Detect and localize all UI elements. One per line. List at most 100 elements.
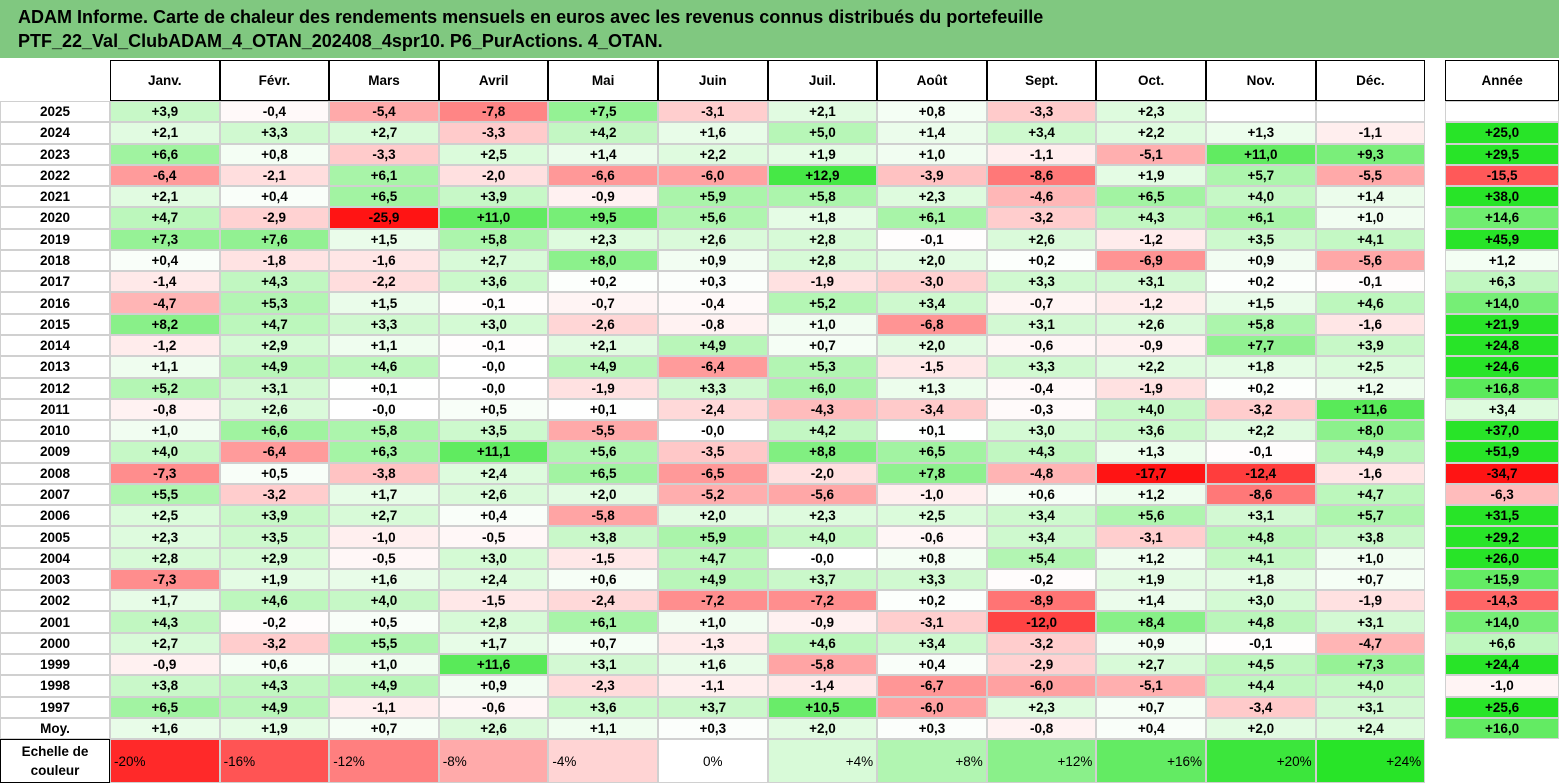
- heat-cell: -1,6: [1315, 462, 1426, 484]
- heat-cell: -3,1: [1096, 526, 1206, 548]
- heat-cell: -3,3: [438, 122, 549, 144]
- scale-cell: 0%: [658, 739, 768, 783]
- heat-cell: -0,0: [658, 420, 768, 442]
- heat-cell: -2,4: [658, 398, 768, 421]
- heat-cell: +24,8: [1445, 334, 1559, 357]
- heat-cell: +2,7: [329, 505, 439, 527]
- heat-cell: +1,3: [877, 377, 987, 399]
- heat-cell: +1,3: [1206, 122, 1316, 144]
- heat-cell: +3,1: [1315, 611, 1426, 633]
- row-label: 2024: [0, 122, 110, 144]
- row-label: 2000: [0, 632, 110, 655]
- heat-cell: +29,2: [1445, 526, 1559, 548]
- heat-cell: +3,1: [986, 313, 1097, 335]
- heat-cell: +1,2: [1445, 249, 1559, 272]
- heat-cell: +2,7: [438, 249, 549, 272]
- heat-cell: +0,5: [219, 462, 330, 484]
- heat-cell: -0,7: [548, 292, 658, 314]
- heat-cell: +12,9: [767, 164, 878, 187]
- heat-cell: +6,6: [219, 420, 330, 442]
- heat-cell: +0,9: [438, 675, 549, 697]
- heat-cell: +4,9: [548, 356, 658, 378]
- heat-cell: +0,4: [1096, 717, 1206, 740]
- heat-cell: -5,2: [658, 483, 768, 506]
- heat-cell: +4,0: [1206, 186, 1316, 208]
- heat-cell: -2,6: [548, 313, 658, 335]
- heat-cell: -0,0: [438, 356, 549, 378]
- heat-cell: +3,1: [1315, 696, 1426, 718]
- heat-cell: +4,8: [1206, 526, 1316, 548]
- heat-cell: +3,5: [1206, 228, 1316, 250]
- heat-cell: +0,1: [877, 420, 987, 442]
- heat-cell: +11,0: [438, 207, 549, 229]
- heat-cell: +3,4: [986, 505, 1097, 527]
- heat-cell: +4,9: [329, 675, 439, 697]
- heat-cell: +1,0: [1315, 547, 1426, 569]
- heat-cell: +1,1: [110, 356, 220, 378]
- heat-cell: +3,6: [1096, 420, 1206, 442]
- heat-cell: +2,1: [548, 334, 658, 357]
- heat-cell: -0,1: [438, 334, 549, 357]
- heat-cell: +5,8: [767, 186, 878, 208]
- heat-cell: +4,7: [110, 207, 220, 229]
- heat-cell: +0,3: [877, 717, 987, 740]
- heat-cell: -1,0: [329, 526, 439, 548]
- heat-cell: +2,3: [986, 696, 1097, 718]
- scale-cell: -12%: [329, 739, 439, 783]
- heat-cell: +4,7: [658, 547, 768, 569]
- heat-cell: +2,3: [548, 228, 658, 250]
- row-label: 2010: [0, 420, 110, 442]
- heat-cell: +1,9: [767, 143, 878, 165]
- column-header: Mars: [329, 60, 439, 101]
- heat-cell: -1,9: [548, 377, 658, 399]
- row-label: 1997: [0, 696, 110, 718]
- heat-cell: +4,7: [1315, 483, 1426, 506]
- heat-cell: +4,2: [548, 122, 658, 144]
- heat-cell: +9,3: [1315, 143, 1426, 165]
- heat-cell: +2,7: [110, 632, 220, 655]
- heat-cell: +1,7: [329, 483, 439, 506]
- heat-cell: +7,8: [877, 462, 987, 484]
- heat-cell: -0,8: [658, 313, 768, 335]
- heat-cell: +3,8: [1315, 526, 1426, 548]
- heat-cell: +4,3: [110, 611, 220, 633]
- heat-cell: +6,5: [548, 462, 658, 484]
- heat-cell: +1,0: [329, 654, 439, 676]
- heat-cell: +6,1: [548, 611, 658, 633]
- heat-cell: +4,6: [219, 590, 330, 612]
- heat-cell: -1,6: [1315, 313, 1426, 335]
- heat-cell: +4,0: [1315, 675, 1426, 697]
- heat-cell: -1,0: [877, 483, 987, 506]
- heat-cell: +1,5: [1206, 292, 1316, 314]
- heat-cell: +0,6: [548, 568, 658, 591]
- heat-cell: -5,1: [1096, 675, 1206, 697]
- heat-cell: +11,1: [438, 441, 549, 463]
- heat-cell: +8,8: [767, 441, 878, 463]
- heat-cell: +3,3: [986, 271, 1097, 293]
- heat-cell: -6,7: [877, 675, 987, 697]
- column-header: Juil.: [767, 60, 878, 101]
- heat-cell: +3,0: [986, 420, 1097, 442]
- heat-cell: +5,6: [1096, 505, 1206, 527]
- heat-cell: +2,3: [110, 526, 220, 548]
- heat-cell: +4,6: [329, 356, 439, 378]
- heat-cell: -7,3: [110, 568, 220, 591]
- heat-cell: +2,2: [1096, 356, 1206, 378]
- heat-cell: -3,4: [877, 398, 987, 421]
- heat-cell: +5,6: [548, 441, 658, 463]
- heat-cell: +2,3: [767, 505, 878, 527]
- scale-cell: -4%: [548, 739, 658, 783]
- heat-cell: -0,0: [329, 398, 439, 421]
- row-label: 2015: [0, 313, 110, 335]
- heat-cell: -0,1: [1315, 271, 1426, 293]
- heat-cell: -12,0: [986, 611, 1097, 633]
- heat-cell: +1,0: [110, 420, 220, 442]
- heat-cell: +0,2: [986, 249, 1097, 272]
- heat-cell: -6,4: [219, 441, 330, 463]
- row-label: 2002: [0, 590, 110, 612]
- heat-cell: -1,1: [1315, 122, 1426, 144]
- heat-cell: +2,2: [1096, 122, 1206, 144]
- heat-cell: +6,5: [1096, 186, 1206, 208]
- heat-cell: +4,9: [1315, 441, 1426, 463]
- column-header: Déc.: [1315, 60, 1426, 101]
